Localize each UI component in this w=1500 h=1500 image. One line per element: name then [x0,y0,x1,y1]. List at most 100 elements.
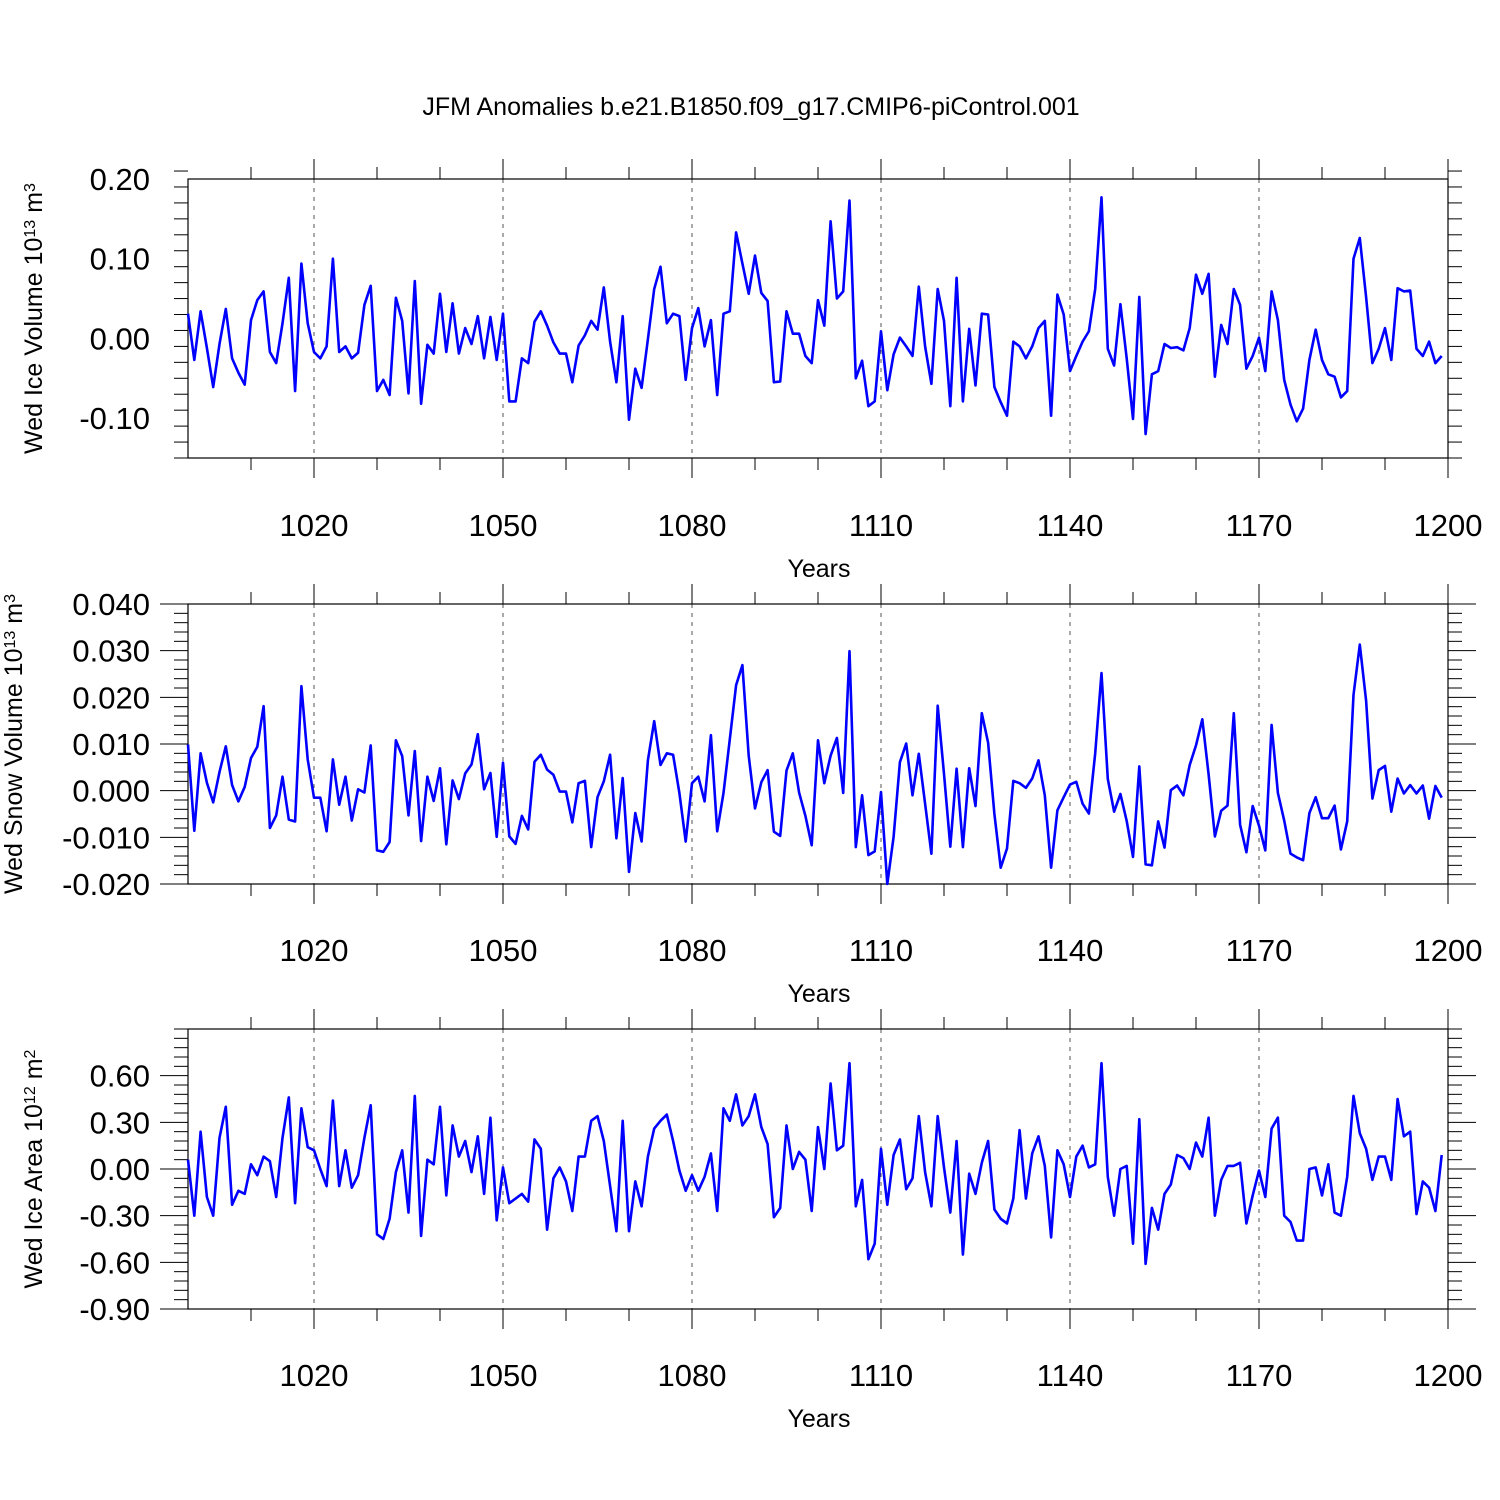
data-point [1094,1163,1097,1166]
data-point [477,1135,480,1138]
data-point [527,362,530,365]
data-point [281,775,284,778]
data-point [407,1211,410,1214]
data-point [678,792,681,795]
data-point [269,351,272,354]
data-point [1377,769,1380,772]
data-point [1434,1210,1437,1213]
data-point [1377,1155,1380,1158]
data-point [936,1115,939,1118]
y-tick-label: 0.10 [90,242,150,277]
x-tick-label: 1170 [1226,933,1293,968]
data-point [974,1193,977,1196]
data-point [1321,817,1324,820]
data-point [1012,340,1015,343]
data-point [603,1140,606,1143]
data-point [798,791,801,794]
data-point [930,383,933,386]
data-point [577,1155,580,1158]
data-point [899,761,902,764]
data-point [747,754,750,757]
data-point [1018,345,1021,348]
data-point [1025,1197,1028,1200]
data-point [880,1147,883,1150]
data-point [1075,781,1078,784]
data-point [502,1166,505,1169]
data-point [584,1155,587,1158]
data-point [1346,1175,1349,1178]
data-point [716,1210,719,1213]
data-point [729,738,732,741]
data-point [1296,420,1299,423]
data-point [1270,724,1273,727]
data-point [943,1166,946,1169]
data-point [514,1197,517,1200]
data-point [388,394,391,397]
data-point [747,1115,750,1118]
y-tick-label: -0.60 [79,1245,150,1280]
data-point [1277,792,1280,795]
y-tick-label: 0.030 [72,634,150,669]
data-point [1157,1228,1160,1231]
data-point [817,1126,820,1129]
x-tick-label: 1200 [1414,1358,1483,1393]
data-point [1081,802,1084,805]
data-point [565,790,568,793]
data-point [489,316,492,319]
data-point [1251,805,1254,808]
data-point [974,384,977,387]
data-point [999,866,1002,869]
data-point [905,742,908,745]
data-point [1371,797,1374,800]
data-point [640,840,643,843]
data-point [558,790,561,793]
data-point [1100,196,1103,199]
data-point [1390,1179,1393,1182]
x-tick-label: 1200 [1414,933,1483,968]
data-point [735,231,738,234]
data-point [382,379,385,382]
data-point [338,803,341,806]
data-point [1403,1135,1406,1138]
data-point [357,788,360,791]
data-point [729,1119,732,1122]
data-point [218,771,221,774]
data-point [722,792,725,795]
data-point [848,650,851,653]
data-point [987,741,990,744]
data-point [306,758,309,761]
data-point [1132,1242,1135,1245]
data-point [943,773,946,776]
data-point [1308,359,1311,362]
data-point [225,745,228,748]
data-point [464,1140,467,1143]
data-point [785,769,788,772]
data-point [1415,792,1418,795]
data-point [407,814,410,817]
data-point [684,1189,687,1192]
data-point [1195,744,1198,747]
data-point [691,1174,694,1177]
data-point [804,1158,807,1161]
data-point [1403,792,1406,795]
data-point [697,307,700,310]
data-point [735,684,738,687]
data-point [640,1205,643,1208]
y-tick-label: -0.30 [79,1199,150,1234]
data-point [810,844,813,847]
data-point [262,705,265,708]
data-point [968,1172,971,1175]
data-point [1201,292,1204,295]
data-point [470,343,473,346]
data-point [855,1205,858,1208]
data-point [892,353,895,356]
data-point [1346,390,1349,393]
data-point [218,343,221,346]
data-point [495,1219,498,1222]
data-point [1440,796,1443,799]
data-point [1245,367,1248,370]
y-axis-title-part: 12 [22,1086,39,1104]
data-point [451,302,454,305]
data-point [653,288,656,291]
data-point [911,794,914,797]
